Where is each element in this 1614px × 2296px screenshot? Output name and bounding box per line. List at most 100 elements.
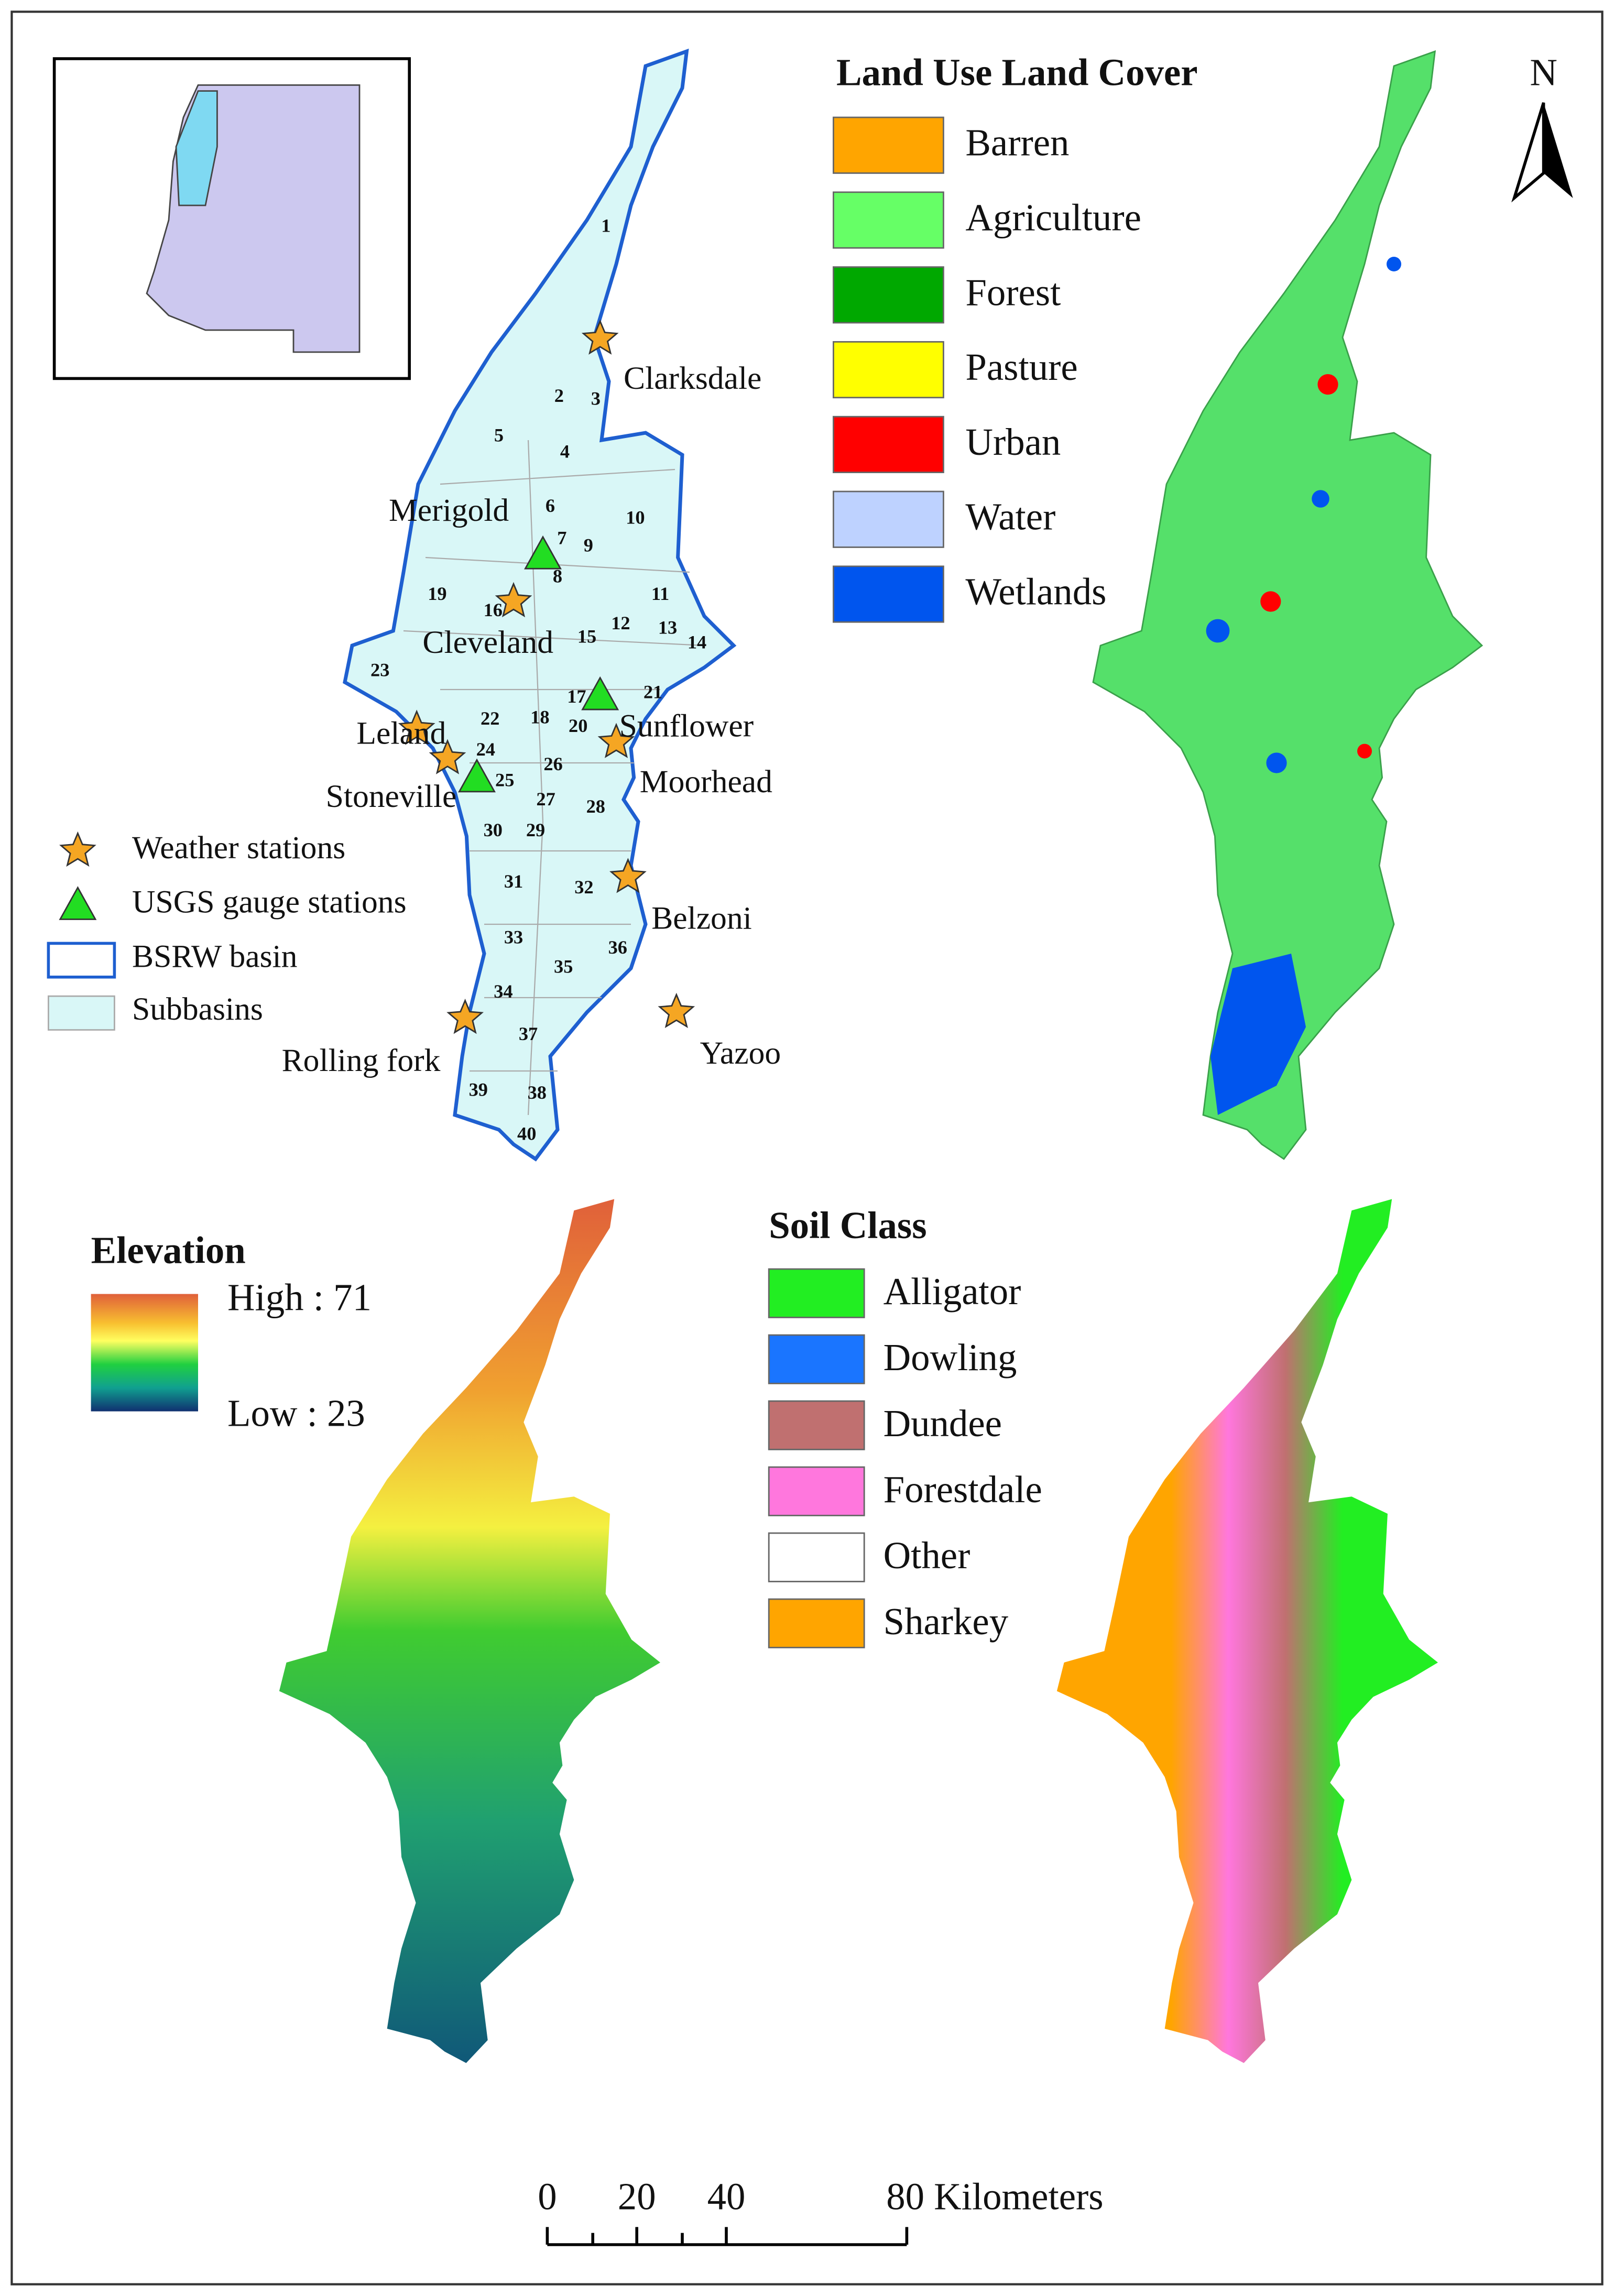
legend-label: Subbasins <box>132 991 263 1027</box>
legend-swatch <box>832 565 944 623</box>
legend-label: BSRW basin <box>132 938 297 974</box>
subbasin-label: 36 <box>608 937 627 958</box>
scale-label: 40 <box>707 2175 746 2218</box>
legend-title: Soil Class <box>769 1204 926 1247</box>
legend-label: Forest <box>965 271 1061 313</box>
legend-swatch <box>832 416 944 473</box>
subbasin-label: 6 <box>546 495 555 516</box>
subbasin-label: 13 <box>658 617 677 638</box>
subbasin-label: 19 <box>428 583 446 604</box>
elevation-map <box>279 1199 660 2063</box>
legend-label: USGS gauge stations <box>132 884 407 920</box>
legend-swatch <box>832 191 944 249</box>
weather-marker <box>658 992 695 1029</box>
subbasin-label: 4 <box>560 441 570 462</box>
weather-marker <box>446 998 484 1034</box>
urban-patches <box>1260 374 1372 759</box>
legend-title: Elevation <box>91 1229 246 1272</box>
legend-high: High : 71 <box>227 1276 372 1318</box>
scale-bar <box>546 2227 909 2246</box>
subbasin-label: 31 <box>504 871 523 892</box>
station-label: Sunflower <box>619 708 754 744</box>
subbasin-label: 27 <box>536 789 555 810</box>
station-label: Yazoo <box>700 1035 781 1071</box>
elevation-ramp <box>91 1294 198 1412</box>
weather-marker <box>429 739 466 774</box>
legend-swatch <box>768 1334 865 1384</box>
legend-triangle <box>59 886 97 920</box>
subbasin-label: 28 <box>586 796 605 817</box>
legend-swatch <box>832 266 944 324</box>
legend-label: Dowling <box>884 1336 1017 1379</box>
subbasin-label: 2 <box>554 385 564 406</box>
legend-label: Water <box>965 496 1055 538</box>
legend-label: Pasture <box>965 346 1077 388</box>
station-label: Leland <box>356 716 446 751</box>
frame <box>10 10 1604 2286</box>
subbasin-label: 23 <box>370 660 389 681</box>
legend-label: Weather stations <box>132 830 345 866</box>
subbasin-label: 10 <box>626 507 645 528</box>
subbasin-label: 37 <box>519 1023 538 1044</box>
legend-swatch <box>832 490 944 548</box>
subbasin-label: 39 <box>469 1079 488 1100</box>
legend-swatch <box>768 1268 865 1318</box>
subbasin-label: 35 <box>554 956 573 977</box>
subbasin-label: 22 <box>481 708 499 729</box>
legend-label: Alligator <box>884 1270 1021 1313</box>
subbasin-label: 12 <box>611 613 630 633</box>
subbasin-label: 29 <box>526 819 545 840</box>
subbasin-label: 32 <box>574 877 593 898</box>
weather-marker <box>597 723 635 758</box>
subbasin-label: 26 <box>543 753 562 774</box>
legend-basin <box>47 942 116 979</box>
subbasin-label: 40 <box>517 1123 536 1144</box>
gauge-marker <box>581 676 619 710</box>
legend-label: Sharkey <box>884 1600 1009 1643</box>
legend-star <box>59 831 96 867</box>
legend-swatch <box>768 1400 865 1450</box>
inset-basin <box>175 90 218 206</box>
station-label: Stoneville <box>326 779 457 814</box>
subbasin-label: 11 <box>651 583 669 604</box>
subbasin-label: 18 <box>530 706 549 727</box>
station-label: Clarksdale <box>624 360 761 396</box>
weather-marker <box>609 858 647 893</box>
subbasin-label: 7 <box>557 528 566 549</box>
legend-swatch <box>768 1466 865 1516</box>
gauge-marker <box>524 535 562 570</box>
legend-label: Agriculture <box>965 196 1141 239</box>
scale-label: 0 <box>538 2175 557 2218</box>
north-arrow-right <box>1543 103 1573 198</box>
legend-title: Land Use Land Cover <box>836 51 1198 93</box>
station-label: Merigold <box>389 493 509 528</box>
subbasin-label: 33 <box>504 926 523 947</box>
subbasin-label: 15 <box>577 626 596 647</box>
legend-label: Wetlands <box>965 571 1106 613</box>
subbasin-label: 17 <box>567 686 586 707</box>
north-arrow-left <box>1511 102 1545 203</box>
weather-marker <box>398 709 435 745</box>
subbasin-label: 5 <box>494 425 504 446</box>
station-label: Cleveland <box>422 625 553 660</box>
wetland-patches <box>1206 257 1401 773</box>
subbasin-label: 14 <box>688 632 706 653</box>
legend-low: Low : 23 <box>227 1392 365 1435</box>
subbasin-label: 8 <box>553 566 562 587</box>
station-label: Rolling fork <box>282 1043 441 1078</box>
scale-label: 80 Kilometers <box>886 2175 1103 2218</box>
subbasin-label: 24 <box>476 739 495 760</box>
legend-label: Other <box>884 1534 970 1577</box>
subbasin-label: 38 <box>528 1082 547 1103</box>
weather-marker <box>581 319 619 355</box>
scale-label: 20 <box>618 2175 656 2218</box>
subbasin-label: 21 <box>644 682 662 703</box>
legend-swatch <box>832 341 944 399</box>
gauge-marker <box>458 758 496 793</box>
legend-label: Barren <box>965 122 1069 164</box>
station-label: Moorhead <box>640 764 772 800</box>
subbasin-label: 9 <box>584 535 593 556</box>
subbasin-label: 25 <box>495 770 514 791</box>
